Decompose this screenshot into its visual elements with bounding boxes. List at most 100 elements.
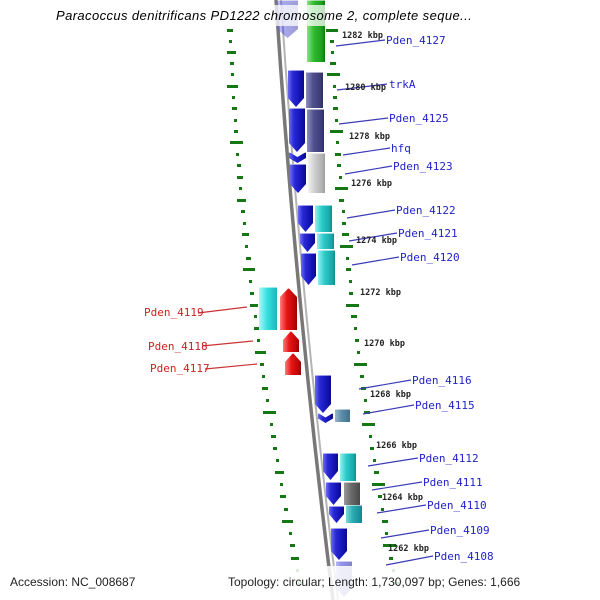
arc-dash (291, 556, 300, 560)
gene-label-pden_4109[interactable]: Pden_4109 (430, 524, 490, 537)
gene-block[interactable] (340, 453, 356, 481)
gene-arrow[interactable] (326, 482, 341, 505)
gene-arrow[interactable] (283, 331, 299, 352)
arc-dash (341, 233, 349, 237)
gene-block[interactable] (306, 72, 323, 108)
arc-dash (326, 28, 338, 32)
gene-label-pden_4120[interactable]: Pden_4120 (400, 251, 460, 264)
arc-dash (236, 164, 241, 168)
gene-arrow[interactable] (315, 375, 331, 413)
gene-block[interactable] (307, 109, 324, 152)
gene-arrow[interactable] (288, 70, 304, 107)
label-connector-line (204, 363, 258, 370)
label-connector-line (346, 209, 396, 219)
arc-dash (363, 410, 370, 414)
arc-dash (346, 268, 352, 272)
gene-chevron[interactable] (318, 413, 333, 423)
gene-block[interactable] (318, 250, 335, 285)
arc-dash (270, 434, 276, 438)
gene-label-pden_4125[interactable]: Pden_4125 (389, 112, 449, 125)
label-connector-line (367, 457, 419, 467)
gene-label-pden_4119[interactable]: Pden_4119 (144, 306, 204, 319)
gene-chevron[interactable] (289, 152, 306, 163)
label-connector-line (358, 379, 412, 390)
gene-block[interactable] (335, 409, 350, 422)
position-tick-label: 1280 kbp (345, 83, 386, 93)
gene-label-trka[interactable]: trkA (389, 78, 416, 91)
gene-label-hfq[interactable]: hfq (391, 142, 411, 155)
arc-dash (334, 187, 348, 191)
arc-dash (279, 483, 283, 487)
arc-dash (253, 315, 257, 319)
arc-dash (330, 129, 344, 133)
label-connector-line (335, 39, 386, 47)
label-connector-line (342, 147, 391, 156)
arc-dash (362, 422, 376, 426)
position-tick-label: 1272 kbp (360, 288, 401, 298)
arc-dash (229, 62, 234, 66)
arc-dash (332, 107, 338, 111)
position-tick-label: 1276 kbp (351, 179, 392, 189)
label-connector-line (351, 256, 400, 266)
arc-dash (249, 303, 258, 307)
gene-arrow[interactable] (280, 288, 297, 330)
gene-label-pden_4111[interactable]: Pden_4111 (423, 476, 483, 489)
arc-dash (245, 245, 249, 249)
arc-dash (262, 410, 276, 414)
arc-dash (259, 362, 264, 366)
arc-dash (380, 507, 384, 511)
gene-label-pden_4122[interactable]: Pden_4122 (396, 204, 456, 217)
gene-label-pden_4116[interactable]: Pden_4116 (412, 374, 472, 387)
gene-label-pden_4127[interactable]: Pden_4127 (386, 34, 446, 47)
position-tick-label: 1262 kbp (388, 544, 429, 554)
arc-dash (254, 350, 266, 354)
position-tick-label: 1270 kbp (364, 339, 405, 349)
gene-arrow[interactable] (323, 453, 338, 480)
label-connector-line (376, 504, 427, 514)
gene-label-pden_4118[interactable]: Pden_4118 (148, 340, 208, 353)
gene-arrow[interactable] (331, 528, 347, 560)
gene-block[interactable] (317, 233, 334, 249)
arc-dash (346, 303, 360, 307)
arc-dash (348, 280, 352, 284)
arc-dash (371, 483, 385, 487)
gene-arrow[interactable] (289, 108, 305, 152)
label-connector-line (385, 555, 434, 566)
arc-dash (262, 386, 269, 390)
gene-arrow[interactable] (285, 353, 301, 375)
gene-label-pden_4112[interactable]: Pden_4112 (419, 452, 479, 465)
arc-dash (262, 374, 266, 378)
arc-dash (335, 152, 342, 156)
gene-label-pden_4110[interactable]: Pden_4110 (427, 499, 487, 512)
gene-block[interactable] (259, 287, 277, 330)
arc-dash (341, 210, 345, 214)
gene-label-pden_4117[interactable]: Pden_4117 (150, 362, 210, 375)
arc-dash (338, 175, 342, 179)
gene-block[interactable] (308, 153, 325, 193)
arc-dash (351, 315, 358, 319)
gene-label-pden_4121[interactable]: Pden_4121 (398, 227, 458, 240)
arc-dash (381, 519, 388, 523)
arc-dash (236, 152, 240, 156)
gene-arrow[interactable] (301, 253, 316, 285)
gene-label-pden_4123[interactable]: Pden_4123 (393, 160, 453, 173)
gene-label-pden_4115[interactable]: Pden_4115 (415, 399, 475, 412)
label-connector-line (197, 306, 248, 314)
gene-label-pden_4108[interactable]: Pden_4108 (434, 550, 494, 563)
arc-dash (363, 398, 367, 402)
gene-arrow[interactable] (290, 164, 306, 193)
arc-dash (233, 118, 237, 122)
arc-dash (327, 73, 341, 77)
gene-block[interactable] (346, 505, 362, 523)
arc-dash (231, 107, 237, 111)
arc-dash (282, 519, 294, 523)
gene-block[interactable] (315, 205, 332, 232)
gene-arrow[interactable] (298, 205, 313, 232)
arc-dash (242, 221, 246, 225)
gene-arrow[interactable] (300, 233, 315, 252)
arc-dash (230, 141, 244, 145)
gene-block[interactable] (344, 482, 360, 505)
arc-dash (353, 362, 367, 366)
position-tick-label: 1274 kbp (356, 236, 397, 246)
